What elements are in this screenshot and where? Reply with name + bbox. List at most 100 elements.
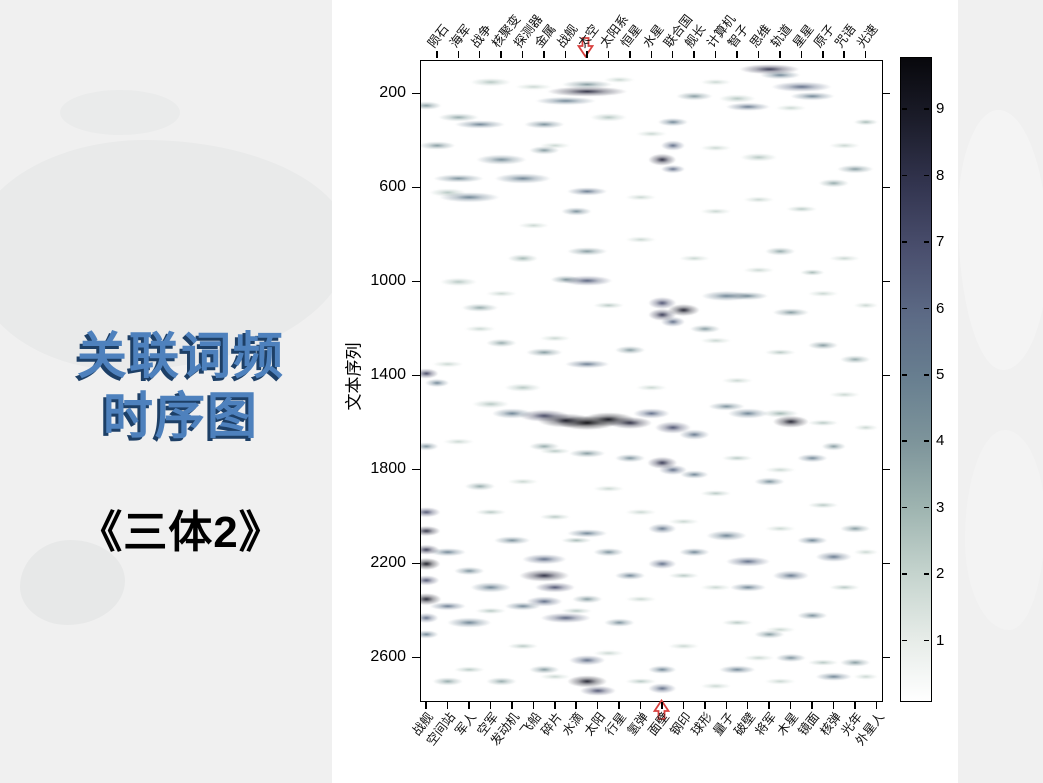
colorbar-tick-label: 5 xyxy=(936,366,945,383)
y-tick-mark-right xyxy=(882,562,890,565)
colorbar-tick-mark xyxy=(902,506,907,509)
y-tick-mark xyxy=(412,562,420,565)
colorbar-tick-mark xyxy=(924,440,929,442)
y-tick-mark xyxy=(412,374,420,377)
y-tick-label: 1000 xyxy=(370,271,406,289)
x-tick-mark-top xyxy=(586,51,588,58)
x-tick-mark-top xyxy=(629,51,631,58)
x-tick-mark-bottom xyxy=(425,702,427,709)
map-watermark-shape xyxy=(965,430,1043,630)
x-tick-mark-top xyxy=(500,51,502,58)
colorbar-tick-mark xyxy=(902,639,907,642)
x-tick-mark-top xyxy=(779,51,781,58)
x-tick-mark-top xyxy=(436,51,438,58)
y-tick-label: 1400 xyxy=(370,365,406,383)
x-tick-mark-bottom xyxy=(704,702,706,709)
x-tick-mark-bottom xyxy=(532,702,535,709)
y-tick-mark xyxy=(412,186,420,189)
y-tick-mark xyxy=(412,280,420,283)
colorbar-tick-mark xyxy=(902,440,907,442)
colorbar-tick-label: 7 xyxy=(936,233,945,251)
map-watermark-shape xyxy=(20,540,125,625)
slide-subtitle: 《三体2》 xyxy=(78,508,284,557)
y-tick-label: 200 xyxy=(379,83,406,101)
x-tick-mark-top xyxy=(478,51,481,58)
y-tick-mark-right xyxy=(882,468,890,471)
x-tick-mark-bottom xyxy=(661,702,663,709)
y-tick-label: 2600 xyxy=(370,647,406,665)
colorbar-tick-mark xyxy=(924,307,929,310)
x-tick-mark-bottom xyxy=(789,702,792,709)
y-tick-mark-right xyxy=(882,186,890,189)
colorbar-tick-label: 1 xyxy=(936,631,945,649)
colorbar-tick-mark xyxy=(924,174,929,177)
y-tick-label: 600 xyxy=(379,177,406,195)
x-tick-mark-top xyxy=(864,51,867,58)
colorbar-tick-label: 6 xyxy=(936,299,945,317)
colorbar-tick-label: 3 xyxy=(936,498,945,516)
x-tick-mark-top xyxy=(457,51,460,58)
colorbar-tick-mark xyxy=(924,639,929,642)
x-tick-mark-bottom xyxy=(725,702,728,709)
x-tick-mark-top xyxy=(822,51,824,58)
x-tick-mark-bottom xyxy=(511,702,513,709)
slide-title: 关联词频 时序图 xyxy=(28,326,334,446)
x-tick-mark-bottom xyxy=(446,702,449,709)
colorbar-tick-label: 4 xyxy=(936,432,945,450)
x-tick-mark-top xyxy=(607,51,610,58)
x-tick-mark-bottom xyxy=(854,702,856,709)
colorbar-tick-mark xyxy=(924,573,929,575)
y-tick-label: 2200 xyxy=(370,553,406,571)
x-tick-mark-top xyxy=(543,51,545,58)
x-tick-mark-bottom xyxy=(811,702,813,709)
y-tick-mark xyxy=(412,468,420,471)
colorbar-tick-label: 8 xyxy=(936,166,945,184)
x-tick-mark-bottom xyxy=(575,702,577,709)
x-tick-mark-bottom xyxy=(682,702,685,709)
x-tick-mark-top xyxy=(693,51,695,58)
colorbar-tick-mark xyxy=(902,174,907,177)
colorbar xyxy=(900,57,932,702)
colorbar-tick-mark xyxy=(902,108,907,110)
y-tick-mark xyxy=(412,92,420,95)
colorbar-tick-label: 9 xyxy=(936,100,945,118)
slide-title-line1: 关联词频 xyxy=(77,328,285,384)
x-tick-mark-bottom xyxy=(768,702,770,709)
y-tick-mark xyxy=(412,656,420,659)
colorbar-tick-mark xyxy=(902,307,907,310)
map-watermark-shape xyxy=(958,110,1043,370)
colorbar-tick-mark xyxy=(902,241,907,243)
x-tick-mark-bottom xyxy=(875,702,878,709)
x-tick-mark-top xyxy=(650,51,652,58)
x-tick-mark-top xyxy=(736,51,738,58)
x-tick-mark-bottom xyxy=(832,702,835,709)
heatmap-canvas xyxy=(421,61,882,701)
colorbar-tick-mark xyxy=(924,108,929,110)
x-tick-mark-top xyxy=(714,51,717,58)
y-tick-mark-right xyxy=(882,92,890,95)
x-tick-mark-bottom xyxy=(618,702,620,709)
x-tick-mark-top xyxy=(521,51,524,58)
x-tick-mark-top xyxy=(564,51,567,58)
colorbar-tick-label: 2 xyxy=(936,565,945,583)
x-tick-mark-top xyxy=(800,51,803,58)
x-tick-mark-bottom xyxy=(489,702,492,709)
annotation-arrow-up-icon xyxy=(653,699,670,720)
slide-title-line2: 时序图 xyxy=(103,388,259,444)
colorbar-tick-mark xyxy=(924,506,929,509)
y-tick-mark-right xyxy=(882,374,890,377)
x-tick-mark-bottom xyxy=(639,702,642,709)
x-tick-mark-top xyxy=(757,51,760,58)
x-tick-mark-bottom xyxy=(554,702,556,709)
colorbar-tick-mark xyxy=(902,573,907,575)
annotation-arrow-down-icon xyxy=(577,37,594,58)
x-tick-mark-bottom xyxy=(468,702,470,709)
x-tick-mark-top xyxy=(671,51,674,58)
heatmap-plot-frame xyxy=(420,60,883,702)
y-tick-mark-right xyxy=(882,280,890,283)
colorbar-tick-mark xyxy=(924,374,929,376)
colorbar-tick-mark xyxy=(924,241,929,243)
y-tick-label: 1800 xyxy=(370,459,406,477)
y-tick-mark-right xyxy=(882,656,890,659)
